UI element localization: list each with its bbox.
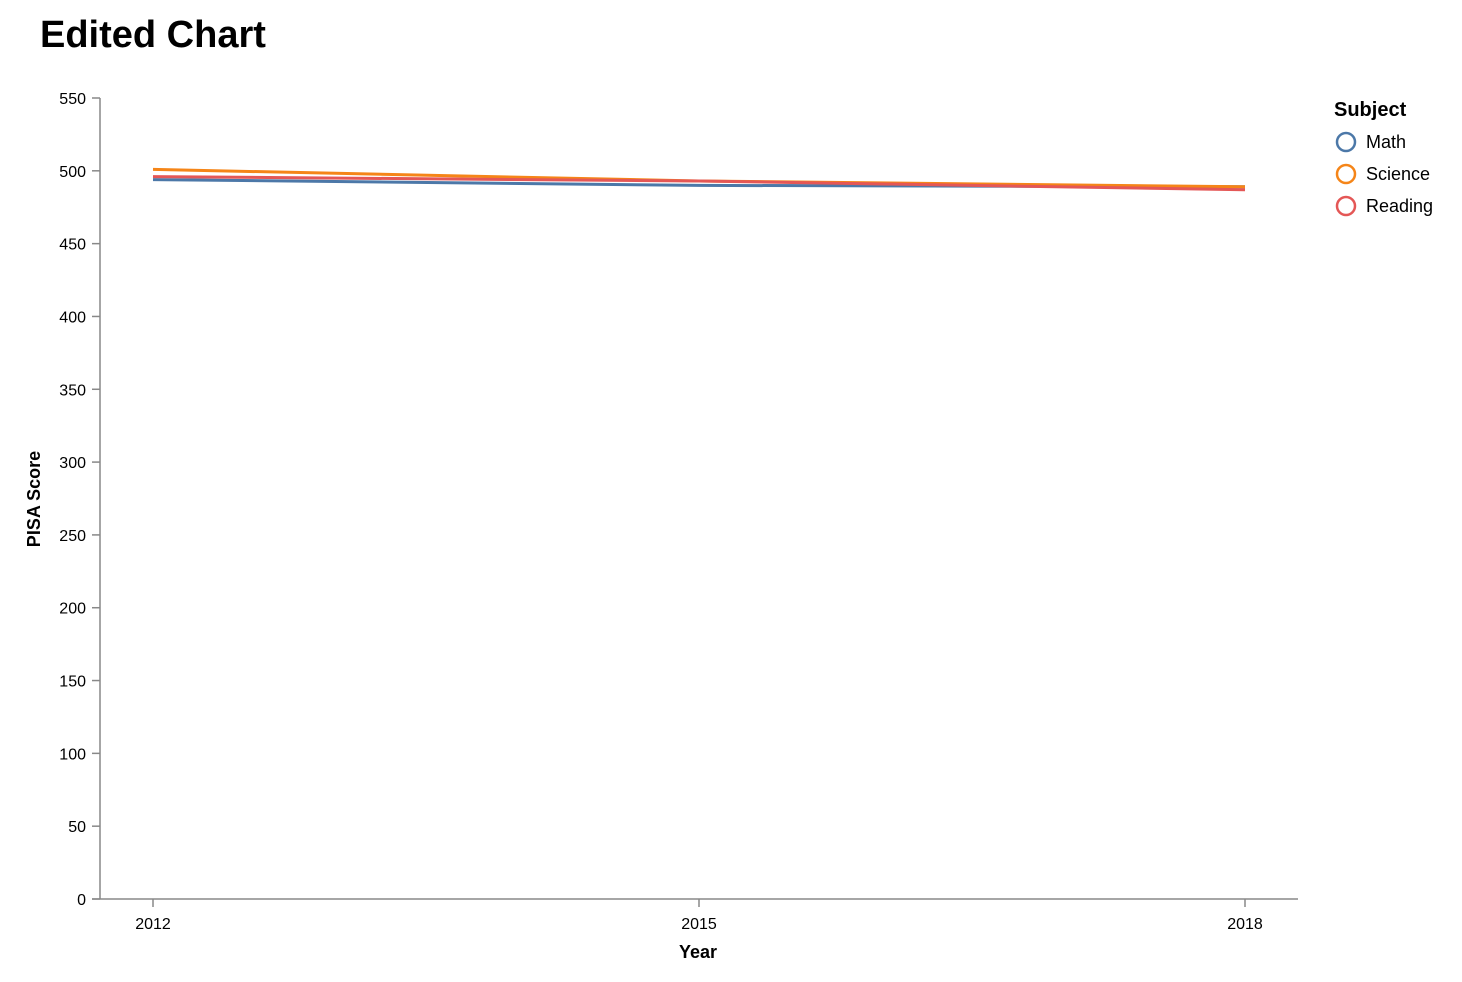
legend-title: Subject (1334, 99, 1407, 121)
x-axis: 2012 2015 2018 (92, 898, 1298, 933)
x-tick-label: 2015 (681, 916, 717, 933)
legend-symbol-reading (1335, 195, 1357, 217)
chart-title: Edited Chart (40, 14, 266, 56)
legend-symbol-math (1335, 131, 1357, 153)
y-tick-label: 100 (59, 746, 86, 763)
y-tick-label: 250 (59, 528, 86, 545)
y-tick-label: 400 (59, 309, 86, 326)
y-tick-label: 0 (77, 892, 86, 909)
legend-label-reading: Reading (1366, 196, 1433, 216)
y-tick-label: 450 (59, 237, 86, 254)
x-tick-label: 2012 (135, 916, 171, 933)
y-tick-label: 550 (59, 91, 86, 108)
y-tick-label: 150 (59, 674, 86, 691)
y-tick-label: 500 (59, 164, 86, 181)
legend-label-science: Science (1366, 164, 1430, 184)
legend: Subject Math Science Reading (1334, 99, 1433, 217)
y-tick-label: 50 (68, 819, 86, 836)
legend-label-math: Math (1366, 132, 1406, 152)
series-lines (152, 167, 1246, 192)
x-axis-title: Year (679, 942, 717, 962)
y-tick-label: 350 (59, 382, 86, 399)
x-tick-label: 2018 (1227, 916, 1263, 933)
y-tick-label: 300 (59, 455, 86, 472)
y-tick-label: 200 (59, 601, 86, 618)
legend-items: Math Science Reading (1335, 131, 1433, 217)
y-axis-title: PISA Score (24, 451, 44, 547)
series-line-reading (152, 175, 1246, 192)
y-axis: 0 50 100 150 200 250 300 350 400 450 500 550 (59, 91, 101, 909)
legend-symbol-science (1335, 163, 1357, 185)
